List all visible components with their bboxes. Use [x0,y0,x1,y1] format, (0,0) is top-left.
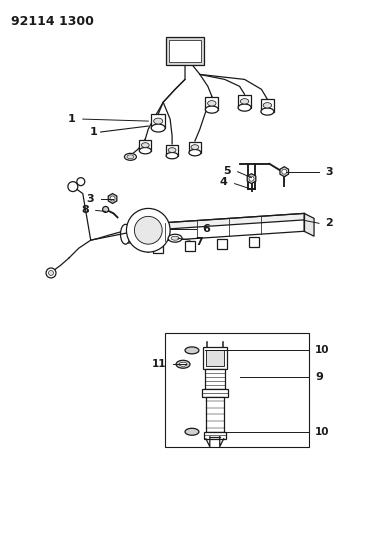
Ellipse shape [189,149,201,156]
Bar [217,239,227,249]
Circle shape [249,176,254,181]
Text: 11: 11 [151,359,166,369]
Ellipse shape [168,148,176,152]
Ellipse shape [154,118,163,124]
Ellipse shape [168,234,182,242]
Bar [261,99,274,111]
Ellipse shape [141,143,149,148]
Polygon shape [125,213,312,231]
Circle shape [77,177,85,185]
Bar [169,39,201,61]
Text: 1: 1 [68,114,76,124]
Text: 2: 2 [325,219,333,228]
Circle shape [68,182,78,191]
Ellipse shape [171,236,179,240]
Ellipse shape [208,101,216,106]
Bar [140,140,151,151]
Ellipse shape [263,103,272,108]
Ellipse shape [179,362,187,366]
Bar [249,237,259,246]
Polygon shape [304,213,314,236]
Ellipse shape [185,429,199,435]
Bar [206,397,224,432]
Text: 3: 3 [86,193,94,204]
Bar [165,333,309,447]
Bar [189,142,201,152]
Text: 10: 10 [315,345,329,356]
Bar [166,144,178,156]
Ellipse shape [240,99,249,104]
Circle shape [126,208,170,252]
Bar [202,389,228,397]
Text: 8: 8 [81,205,89,215]
Bar [166,37,204,64]
Text: 10: 10 [315,427,329,437]
Text: 92114 1300: 92114 1300 [11,15,94,28]
Circle shape [282,169,287,174]
Ellipse shape [127,155,134,159]
Circle shape [102,206,108,213]
Ellipse shape [261,108,274,115]
Ellipse shape [120,224,131,244]
Text: 6: 6 [202,224,210,235]
Bar [204,432,226,439]
Circle shape [46,268,56,278]
Ellipse shape [151,124,165,132]
Bar [203,348,227,369]
Bar [238,95,251,108]
Ellipse shape [191,145,199,149]
Text: 7: 7 [195,237,203,247]
Bar [205,97,218,110]
Text: 9: 9 [315,372,323,382]
Circle shape [134,216,162,244]
Bar [151,114,165,128]
Bar [153,243,163,253]
Text: 5: 5 [223,166,231,176]
Ellipse shape [185,347,199,354]
Text: 1: 1 [90,127,98,137]
Text: 4: 4 [220,176,228,187]
Text: 3: 3 [325,167,332,177]
Ellipse shape [125,154,137,160]
Bar [205,369,225,389]
Circle shape [49,270,53,276]
Bar [185,241,195,251]
Ellipse shape [166,152,178,159]
Ellipse shape [205,106,218,113]
Bar [206,350,224,366]
Circle shape [110,196,115,201]
Ellipse shape [176,360,190,368]
Ellipse shape [140,148,151,154]
Ellipse shape [238,104,251,111]
